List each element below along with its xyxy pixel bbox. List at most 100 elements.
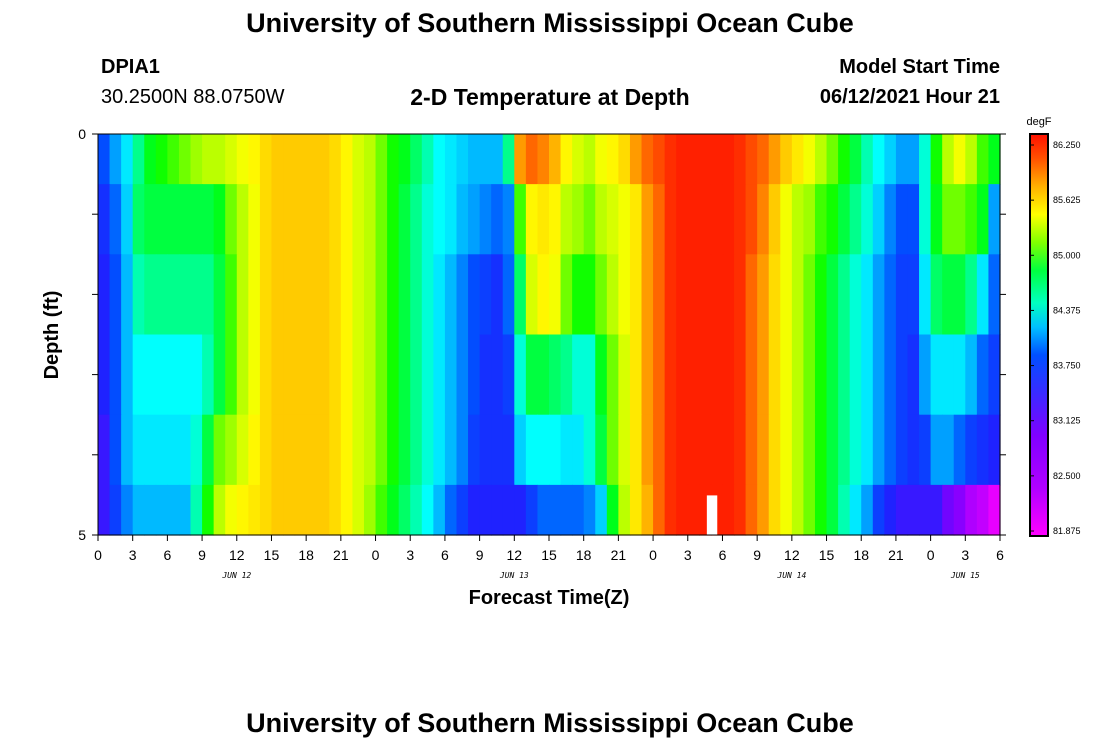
heatmap-cell: [687, 414, 700, 486]
heatmap-cell: [930, 254, 943, 336]
heatmap-cell: [109, 484, 122, 536]
plot-title: 2-D Temperature at Depth: [410, 84, 690, 110]
heatmap-cell: [768, 334, 781, 416]
heatmap-cell: [629, 134, 643, 185]
heatmap-cell: [618, 134, 631, 185]
heatmap-cell: [930, 414, 943, 486]
heatmap-cell: [930, 184, 943, 255]
heatmap-cell: [433, 484, 446, 536]
heatmap-cell: [583, 334, 596, 416]
heatmap-cell: [687, 254, 700, 336]
heatmap-cell: [514, 484, 527, 536]
heatmap-cell: [421, 254, 434, 336]
heatmap-cell: [132, 254, 145, 336]
heatmap-cell: [849, 184, 862, 255]
x-tick-label: 12: [784, 547, 800, 563]
colorbar-tick-label: 84.375: [1053, 305, 1081, 315]
heatmap-cell: [699, 184, 712, 255]
heatmap-cell: [491, 484, 504, 536]
heatmap-cell: [653, 414, 666, 486]
heatmap-cell: [618, 184, 631, 255]
heatmap-cell: [629, 184, 643, 255]
heatmap-cell: [155, 334, 168, 416]
heatmap-cell: [306, 334, 319, 416]
heatmap-cell: [109, 334, 122, 416]
heatmap-cell: [167, 414, 180, 486]
heatmap-cell: [410, 184, 423, 255]
heatmap-cell: [803, 334, 816, 416]
heatmap-cell: [294, 414, 307, 486]
heatmap-cell: [98, 484, 111, 536]
heatmap-cell: [306, 414, 319, 486]
heatmap-cell: [572, 484, 585, 536]
top-title: University of Southern Mississippi Ocean…: [246, 8, 854, 38]
heatmap-cell: [352, 414, 365, 486]
heatmap-cell: [329, 184, 342, 255]
heatmap-cell: [734, 134, 747, 185]
heatmap-cell: [814, 414, 828, 486]
heatmap-cell: [606, 134, 619, 185]
heatmap-cell: [329, 134, 342, 185]
heatmap-cell: [340, 184, 354, 255]
heatmap-cell: [155, 254, 168, 336]
heatmap-cell: [259, 184, 273, 255]
heatmap-cell: [456, 334, 469, 416]
heatmap-cell: [884, 484, 897, 536]
x-tick-label: 3: [129, 547, 137, 563]
heatmap-cell: [514, 134, 527, 185]
heatmap-cell: [202, 484, 215, 536]
heatmap-cell: [710, 414, 724, 486]
heatmap-cell: [768, 254, 781, 336]
heatmap-cell: [468, 254, 481, 336]
heatmap-cell: [213, 184, 226, 255]
heatmap-cell: [895, 484, 909, 536]
heatmap-cell: [340, 134, 354, 185]
heatmap-cell: [421, 414, 434, 486]
heatmap-cell: [283, 484, 296, 536]
heatmap-cell: [398, 484, 411, 536]
x-tick-label: 18: [298, 547, 314, 563]
heatmap-cell: [722, 134, 735, 185]
heatmap-cell: [745, 134, 758, 185]
heatmap-cell: [537, 414, 550, 486]
colorbar-tick-label: 82.500: [1053, 471, 1081, 481]
station-id: DPIA1: [101, 56, 160, 78]
heatmap-cell: [317, 414, 330, 486]
heatmap-cell: [294, 484, 307, 536]
heatmap-cell: [421, 184, 434, 255]
heatmap-cell: [549, 334, 562, 416]
heatmap-cell: [468, 134, 481, 185]
heatmap-cell: [722, 334, 735, 416]
heatmap-cell: [190, 334, 203, 416]
x-tick-label: 3: [961, 547, 969, 563]
heatmap-cell: [398, 184, 411, 255]
heatmap-cell: [421, 484, 434, 536]
y-tick-label: 0: [78, 126, 86, 142]
heatmap-cell: [225, 334, 238, 416]
heatmap-cell: [248, 414, 261, 486]
heatmap-cell: [294, 334, 307, 416]
heatmap-cell: [988, 484, 1001, 536]
heatmap-cell: [965, 484, 978, 536]
heatmap-cell: [583, 134, 596, 185]
heatmap-cell: [872, 254, 885, 336]
heatmap-cell: [514, 254, 527, 336]
heatmap-cell: [525, 334, 539, 416]
heatmap-cell: [953, 484, 966, 536]
heatmap-cell: [826, 254, 839, 336]
x-tick-label: 15: [819, 547, 835, 563]
heatmap-cell: [884, 184, 897, 255]
heatmap-cell: [537, 134, 550, 185]
heatmap-cell: [629, 254, 643, 336]
heatmap-cell: [595, 484, 608, 536]
heatmap-cell: [363, 254, 377, 336]
heatmap-cell: [710, 134, 724, 185]
heatmap-cell: [988, 184, 1001, 255]
heatmap-cell: [942, 414, 955, 486]
heatmap-cell: [895, 134, 909, 185]
heatmap-cell: [514, 414, 527, 486]
x-tick-label: 6: [719, 547, 727, 563]
heatmap-cell: [236, 184, 249, 255]
heatmap-cell: [872, 414, 885, 486]
colorbar-tick-label: 85.625: [1053, 195, 1081, 205]
